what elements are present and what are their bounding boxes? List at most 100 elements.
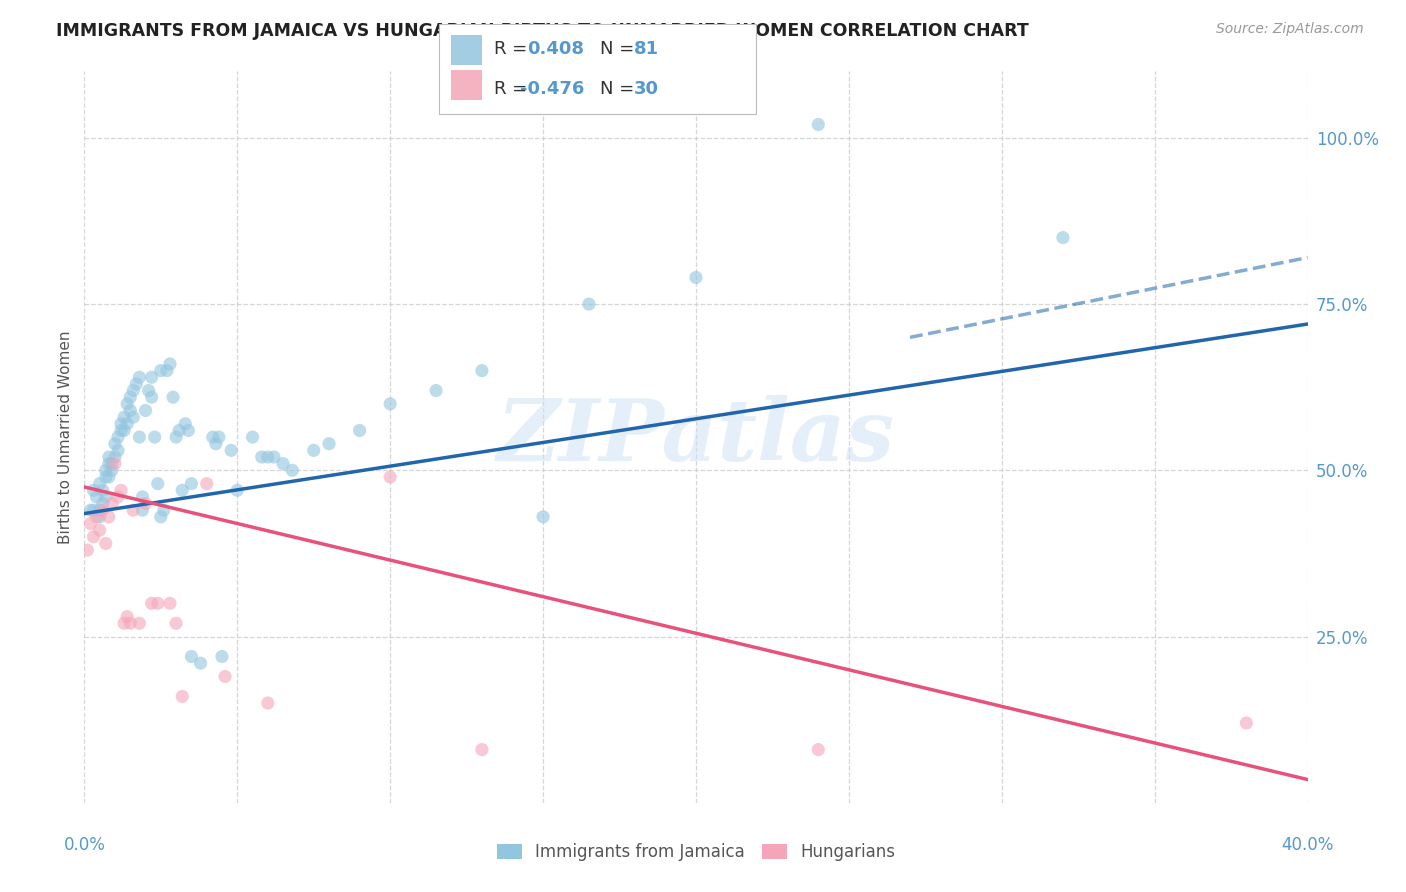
Point [83, 503, 105, 517]
Point [107, 430, 129, 444]
Point [89, 476, 111, 491]
Point [165, 430, 187, 444]
Point [89, 509, 111, 524]
Point [97, 509, 120, 524]
Point [318, 436, 340, 450]
Point [131, 503, 153, 517]
Point [167, 424, 190, 438]
Point [91, 503, 114, 517]
Point [219, 443, 242, 458]
Point [112, 616, 135, 631]
Point [115, 417, 138, 431]
Point [104, 436, 127, 450]
Point [685, 270, 707, 285]
Point [97, 470, 120, 484]
Text: 0.0%: 0.0% [63, 836, 105, 854]
Point [128, 430, 150, 444]
Text: 40.0%: 40.0% [1281, 836, 1334, 854]
Point [122, 410, 145, 425]
Point [162, 390, 184, 404]
Text: ZIPatlas: ZIPatlas [496, 395, 896, 479]
Point [159, 357, 181, 371]
Point [86, 490, 108, 504]
Point [211, 649, 233, 664]
Point [205, 436, 228, 450]
Point [89, 523, 111, 537]
Point [1236, 716, 1258, 731]
Point [122, 384, 145, 398]
Text: N =: N = [600, 80, 640, 98]
Text: R =: R = [494, 80, 533, 98]
Point [271, 457, 294, 471]
Point [141, 596, 163, 610]
Point [531, 509, 554, 524]
Point [242, 430, 264, 444]
Text: -0.476: -0.476 [520, 80, 585, 98]
Text: R =: R = [494, 40, 533, 58]
Point [214, 669, 236, 683]
Point [349, 424, 371, 438]
Point [807, 118, 830, 132]
Point [208, 430, 231, 444]
Point [263, 450, 285, 464]
Point [76, 543, 98, 558]
Point [112, 410, 135, 425]
Point [807, 742, 830, 756]
Point [91, 497, 114, 511]
Text: N =: N = [600, 40, 640, 58]
Point [226, 483, 249, 498]
Point [578, 297, 600, 311]
Point [79, 503, 101, 517]
Point [97, 450, 120, 464]
Point [172, 690, 194, 704]
Point [250, 450, 273, 464]
Point [128, 616, 150, 631]
Point [112, 424, 135, 438]
Point [141, 370, 163, 384]
Point [180, 649, 202, 664]
Point [146, 596, 169, 610]
Point [156, 363, 179, 377]
Point [101, 463, 124, 477]
Point [380, 397, 402, 411]
Point [149, 509, 172, 524]
Point [101, 457, 124, 471]
Point [110, 483, 132, 498]
Point [149, 363, 172, 377]
Point [104, 450, 127, 464]
Point [174, 417, 197, 431]
Point [79, 516, 101, 531]
Point [131, 490, 153, 504]
Point [94, 490, 117, 504]
Point [86, 509, 108, 524]
Point [125, 376, 148, 391]
Point [138, 384, 160, 398]
Point [302, 443, 325, 458]
Y-axis label: Births to Unmarried Women: Births to Unmarried Women [58, 330, 73, 544]
Point [257, 450, 280, 464]
Point [115, 397, 138, 411]
Point [120, 403, 142, 417]
Text: Source: ZipAtlas.com: Source: ZipAtlas.com [1216, 22, 1364, 37]
Point [83, 483, 105, 498]
Point [143, 430, 166, 444]
Legend: Immigrants from Jamaica, Hungarians: Immigrants from Jamaica, Hungarians [491, 837, 901, 868]
Point [159, 596, 181, 610]
Point [180, 476, 202, 491]
Point [120, 616, 142, 631]
Point [141, 390, 163, 404]
Point [153, 503, 176, 517]
Point [146, 476, 169, 491]
Point [101, 497, 124, 511]
Point [177, 424, 200, 438]
Point [94, 463, 117, 477]
Point [425, 384, 447, 398]
Point [165, 616, 187, 631]
Point [97, 457, 120, 471]
Point [89, 503, 111, 517]
Point [115, 609, 138, 624]
Point [135, 403, 157, 417]
Text: 30: 30 [634, 80, 659, 98]
Point [128, 370, 150, 384]
Point [172, 483, 194, 498]
